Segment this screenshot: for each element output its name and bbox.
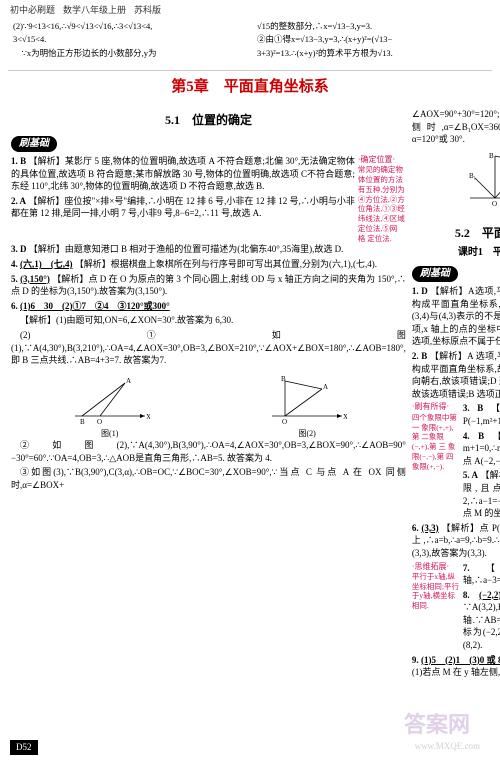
- section-52-title: 5.2 平面直角坐标系: [412, 225, 500, 242]
- svg-text:B₁: B₁: [469, 172, 476, 180]
- edition-name: 苏科版: [134, 4, 161, 17]
- q6: 6. (1)6 30 (2)①7 ②4 ③120°或300°: [11, 300, 406, 313]
- figure-2: X O B A: [267, 371, 347, 426]
- badge-basic-right: 刷基础: [412, 266, 458, 282]
- q4-answer: (六,1) (七,4): [20, 259, 73, 269]
- side-note-3-block: ·思维拓展· 平行于x轴,纵坐标相同;平行于y轴,横坐标相同.: [412, 562, 460, 654]
- grade-name: 数学八年级上册: [63, 4, 126, 17]
- q3-text: 【解析】由题意知港口 B 相对于渔船的位置可描述为(北偏东40°,35海里),故…: [29, 244, 344, 254]
- lesson-title: 课时1 平面直角坐标系: [412, 246, 500, 260]
- r-q6: 6. (3,3) 【解析】点 P(a,b)在第一象限的角平分线上,∴a=b,∴a…: [412, 522, 500, 560]
- r-q4-num: 4. B: [463, 431, 484, 441]
- q2-num: 2. A: [11, 196, 26, 206]
- side-note-2-title: ·刷有所得·: [412, 402, 449, 411]
- main-content: 5.1 位置的确定 刷基础 1. B 【解析】某影厅 5 座,物体的位置明确,故…: [0, 108, 500, 681]
- q1-text: 【解析】某影厅 5 座,物体的位置明确,故选项 A 不符合题意;北偏 30°,无…: [11, 156, 355, 191]
- svg-text:O: O: [492, 200, 497, 208]
- r-q9-num: 9.: [412, 655, 419, 665]
- r-q9-answer: (1)5 (2)1 (3)0 或 8 (4)三 (5)1<a<5: [421, 655, 500, 665]
- q2-text: 【解析】座位按"×排×号"编排,∴小明在 12 排 6 号,小非在 12 排 1…: [11, 196, 355, 219]
- q6-text4: ③如图(3),∵B(3,90°),C(3,α),∴OB=OC,∵∠BOC=30°…: [11, 466, 406, 491]
- q4-text: 【解析】根据棋盘上象棋所在列与行序号即可写出其位置,分别为(六,1),(七,4)…: [75, 259, 377, 269]
- top-left-line3: ∵x为明怡正方形边长的小数部分,y为: [13, 48, 243, 60]
- q3: 3. D 【解析】由题意知港口 B 相对于渔船的位置可描述为(北偏东40°,35…: [11, 243, 406, 256]
- right-column: ∠AOX=90°+30°=120°;②当点 B₁ 与点 A 在OX 异侧时,α=…: [409, 108, 500, 681]
- badge-basic-left: 刷基础: [11, 136, 57, 152]
- side-note-2-block: ·刷有所得· 四个象限中第 一 象限(+,+),第 二象限(−,+),第 三 象…: [412, 402, 460, 521]
- q6-answer: (1)6 30 (2)①7 ②4 ③120°或300°: [20, 301, 170, 311]
- section-51-title: 5.1 位置的确定: [11, 112, 406, 129]
- r-q2: 2. B 【解析】A 选项,平面内两条互相垂直的数轴构成平面直角坐标系,故该选项…: [412, 350, 500, 400]
- svg-text:B: B: [80, 418, 85, 426]
- fig2-label: 图(2): [267, 428, 347, 439]
- top-right-line1: √15的整数部分,∴x=√13−3,y=3.: [257, 21, 487, 33]
- r-q3-num: 3. B: [463, 403, 483, 413]
- q6-text1: 【解析】(1)由题可知,ON=6,∠XON=30°.故答案为 6,30.: [11, 314, 406, 327]
- q6-num: 6.: [11, 301, 18, 311]
- side-note-1-block: ·确定位置· 常见的确定物体位置的方法有五种,分别为④方位法,②方位角法,①③经…: [358, 155, 406, 243]
- q6-text2: (2)①如图(1),∵A(4,30°),B(3,210°),∴OA=4,∠AOX…: [11, 329, 406, 367]
- svg-text:X: X: [343, 413, 347, 421]
- q5-num: 5.: [11, 274, 18, 284]
- q3-num: 3. D: [11, 244, 27, 254]
- left-column: 5.1 位置的确定 刷基础 1. B 【解析】某影厅 5 座,物体的位置明确,故…: [8, 108, 409, 681]
- svg-text:X: X: [146, 413, 150, 421]
- q5: 5. (3,150°) 【解析】点 D 在 O 为原点的第 3 个同心圆上,射线…: [11, 273, 406, 298]
- fig1-label: 图(1): [70, 428, 150, 439]
- q1: 1. B 【解析】某影厅 5 座,物体的位置明确,故选项 A 不符合题意;北偏 …: [11, 155, 355, 193]
- q6-text3: ②如图(2),∵A(4,30°),B(3,90°),∴OA=4,∠AOX=30°…: [11, 439, 406, 464]
- svg-text:O: O: [97, 418, 102, 426]
- side-note-3-text: 平行于x轴,纵坐标相同;平行于y轴,横坐标相同.: [412, 572, 460, 611]
- side-note-2-text: 四个象限中第 一 象限(+,+),第 二象限(−,+),第 三 象限(−,−),…: [412, 413, 460, 472]
- r-q9: 9. (1)5 (2)1 (3)0 或 8 (4)三 (5)1<a<5 【解析】…: [412, 654, 500, 679]
- top-right-line3: 3+3)²=13.∴(x+y)²的算术平方根为√13.: [257, 48, 487, 60]
- r-q3: 3. B 【解析】∵m²+1>0,∴点 P(−1,m²+1)位于第二象限.故选 …: [463, 402, 500, 427]
- q4-num: 4.: [11, 259, 18, 269]
- q4: 4. (六,1) (七,4) 【解析】根据棋盘上象棋所在列与行序号即可写出其位置…: [11, 258, 406, 271]
- top-left-line1: (2)∵9<13<16,∴√9<√13<√16,∴3<√13<4,: [13, 21, 243, 33]
- figure-3: X O B A B₁: [465, 148, 500, 208]
- r-q5: 5. A 【解析】点 M(a+2,a−1)在第四象限,且点 M 到 x 轴的距离…: [463, 469, 500, 519]
- top-continuation: (2)∵9<13<16,∴√9<√13<√16,∴3<√13<4, 3<√15<…: [0, 21, 500, 67]
- r-q1: 1. D 【解析】A选项,平面内两条互相垂直的数轴构成平面直角坐标系,故此选项错…: [412, 285, 500, 348]
- side-note-1-title: ·确定位置·: [358, 155, 395, 164]
- top-right-line2: ②由①得x=√13−3,y=3,∴(x+y)²=(√13−: [257, 34, 487, 46]
- side-note-1-text: 常见的确定物体位置的方法有五种,分别为④方位法,②方位角法,①③经纬线法,④区域…: [358, 165, 406, 243]
- page-header: 初中必刷题 数学八年级上册 苏科版: [0, 0, 500, 21]
- fig3-label: 图(3): [412, 210, 500, 221]
- r-q7-num: 7.: [463, 563, 470, 573]
- svg-text:B: B: [489, 152, 494, 160]
- r-q8-num: 8.: [463, 590, 470, 600]
- r-q6-answer: (3,3): [421, 523, 438, 533]
- q5-answer: (3,150°): [20, 274, 50, 284]
- r-q4: 4. B 【解析】由题意得 m+1=0,∴m=−1,∴m−1≠0,∴m−2=−3…: [463, 430, 500, 468]
- page-number: D52: [10, 740, 38, 755]
- r-q6-num: 6.: [412, 523, 419, 533]
- r-q7: 7. 【解析】∵AB//y 轴,∴a−3=5,∴a=8,∴a+1=9,故答案为 …: [463, 562, 500, 587]
- r-q5-num: 5. A: [463, 470, 478, 480]
- q2: 2. A 【解析】座位按"×排×号"编排,∴小明在 12 排 6 号,小非在 1…: [11, 195, 355, 220]
- figure-1: X B O A: [70, 371, 150, 426]
- watermark: 答案网: [404, 710, 470, 741]
- side-note-3-title: ·思维拓展·: [412, 562, 449, 571]
- q1-num: 1. B: [11, 156, 26, 166]
- figure-row-1: X B O A 图(1) X O B: [11, 369, 406, 439]
- chapter-title: 第5章 平面直角坐标系: [8, 70, 492, 104]
- top-left-line2: 3<√15<4.: [13, 34, 243, 46]
- r-q1-num: 1. D: [412, 286, 428, 296]
- q5-text: 【解析】点 D 在 O 为原点的第 3 个同心圆上,射线 OD 与 x 轴正方向…: [11, 274, 406, 297]
- cont-text: ∠AOX=90°+30°=120°;②当点 B₁ 与点 A 在OX 异侧时,α=…: [412, 108, 500, 146]
- svg-text:A: A: [323, 383, 328, 391]
- r-q8: 8. (−2,2)或(8,2) 【解析】∵A(3,2),B(a,2),∴AB//…: [463, 589, 500, 652]
- svg-text:B: B: [281, 375, 286, 383]
- r-q8-answer: (−2,2)或(8,2): [479, 590, 500, 600]
- r-q2-num: 2. B: [412, 351, 427, 361]
- svg-text:A: A: [126, 377, 131, 385]
- book-name: 初中必刷题: [10, 4, 55, 17]
- svg-text:O: O: [282, 418, 287, 426]
- watermark-url: www.MXQE.com: [415, 740, 480, 753]
